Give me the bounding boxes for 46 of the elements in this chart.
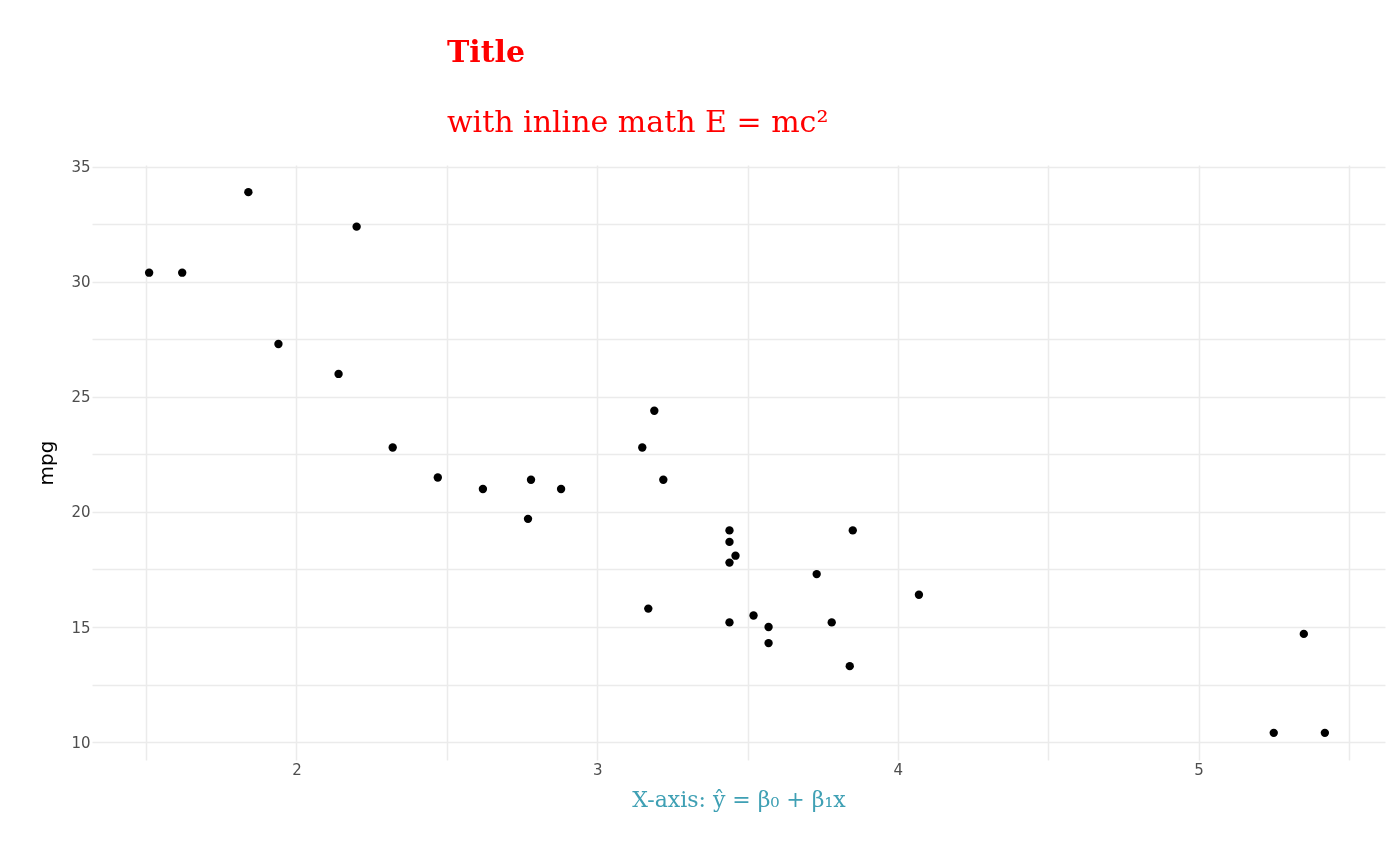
y-tick-label: 35 xyxy=(71,158,91,177)
y-tick-label: 10 xyxy=(71,733,91,752)
point xyxy=(731,551,740,560)
point xyxy=(749,611,758,620)
y-tick-label: 25 xyxy=(71,388,91,407)
point xyxy=(845,661,854,671)
y-axis-title: mpg xyxy=(34,440,59,486)
x-tick-label: 5 xyxy=(1194,760,1204,779)
point xyxy=(638,443,647,452)
point xyxy=(650,406,659,415)
point xyxy=(848,526,857,535)
point xyxy=(178,268,187,277)
point xyxy=(1269,728,1278,738)
point xyxy=(433,473,442,482)
y-tick-label: 20 xyxy=(71,503,91,522)
point xyxy=(144,268,154,277)
point xyxy=(725,537,734,547)
point xyxy=(725,618,734,627)
point xyxy=(352,222,361,231)
point xyxy=(725,558,734,567)
point xyxy=(764,638,773,648)
x-tick-label: 3 xyxy=(592,760,603,779)
y-tick-label: 30 xyxy=(71,273,91,292)
point xyxy=(556,484,566,494)
x-tick-label: 4 xyxy=(893,760,904,779)
point xyxy=(244,187,253,197)
point xyxy=(827,618,836,627)
point xyxy=(523,514,533,524)
point xyxy=(914,590,924,599)
point xyxy=(812,569,821,579)
point xyxy=(644,604,653,613)
x-tick-label: 2 xyxy=(292,760,302,779)
point xyxy=(478,484,488,494)
point xyxy=(764,622,773,632)
chart-title: Title xyxy=(446,33,525,69)
point xyxy=(274,339,283,349)
point xyxy=(659,475,668,484)
point xyxy=(334,369,343,379)
chart-subtitle: with inline math E = mc² xyxy=(446,103,829,139)
point xyxy=(388,443,397,452)
point xyxy=(1299,629,1308,639)
point xyxy=(725,526,734,535)
point xyxy=(1320,728,1330,738)
x-axis-title: X-axis: ŷ = β₀ + β₁x xyxy=(632,786,847,812)
point xyxy=(526,475,536,484)
y-tick-label: 15 xyxy=(71,618,91,637)
